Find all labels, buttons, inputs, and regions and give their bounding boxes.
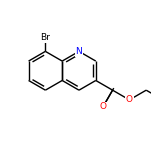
Text: O: O — [126, 95, 133, 104]
Text: N: N — [76, 47, 82, 56]
Text: O: O — [99, 102, 106, 111]
Text: Br: Br — [40, 33, 50, 42]
